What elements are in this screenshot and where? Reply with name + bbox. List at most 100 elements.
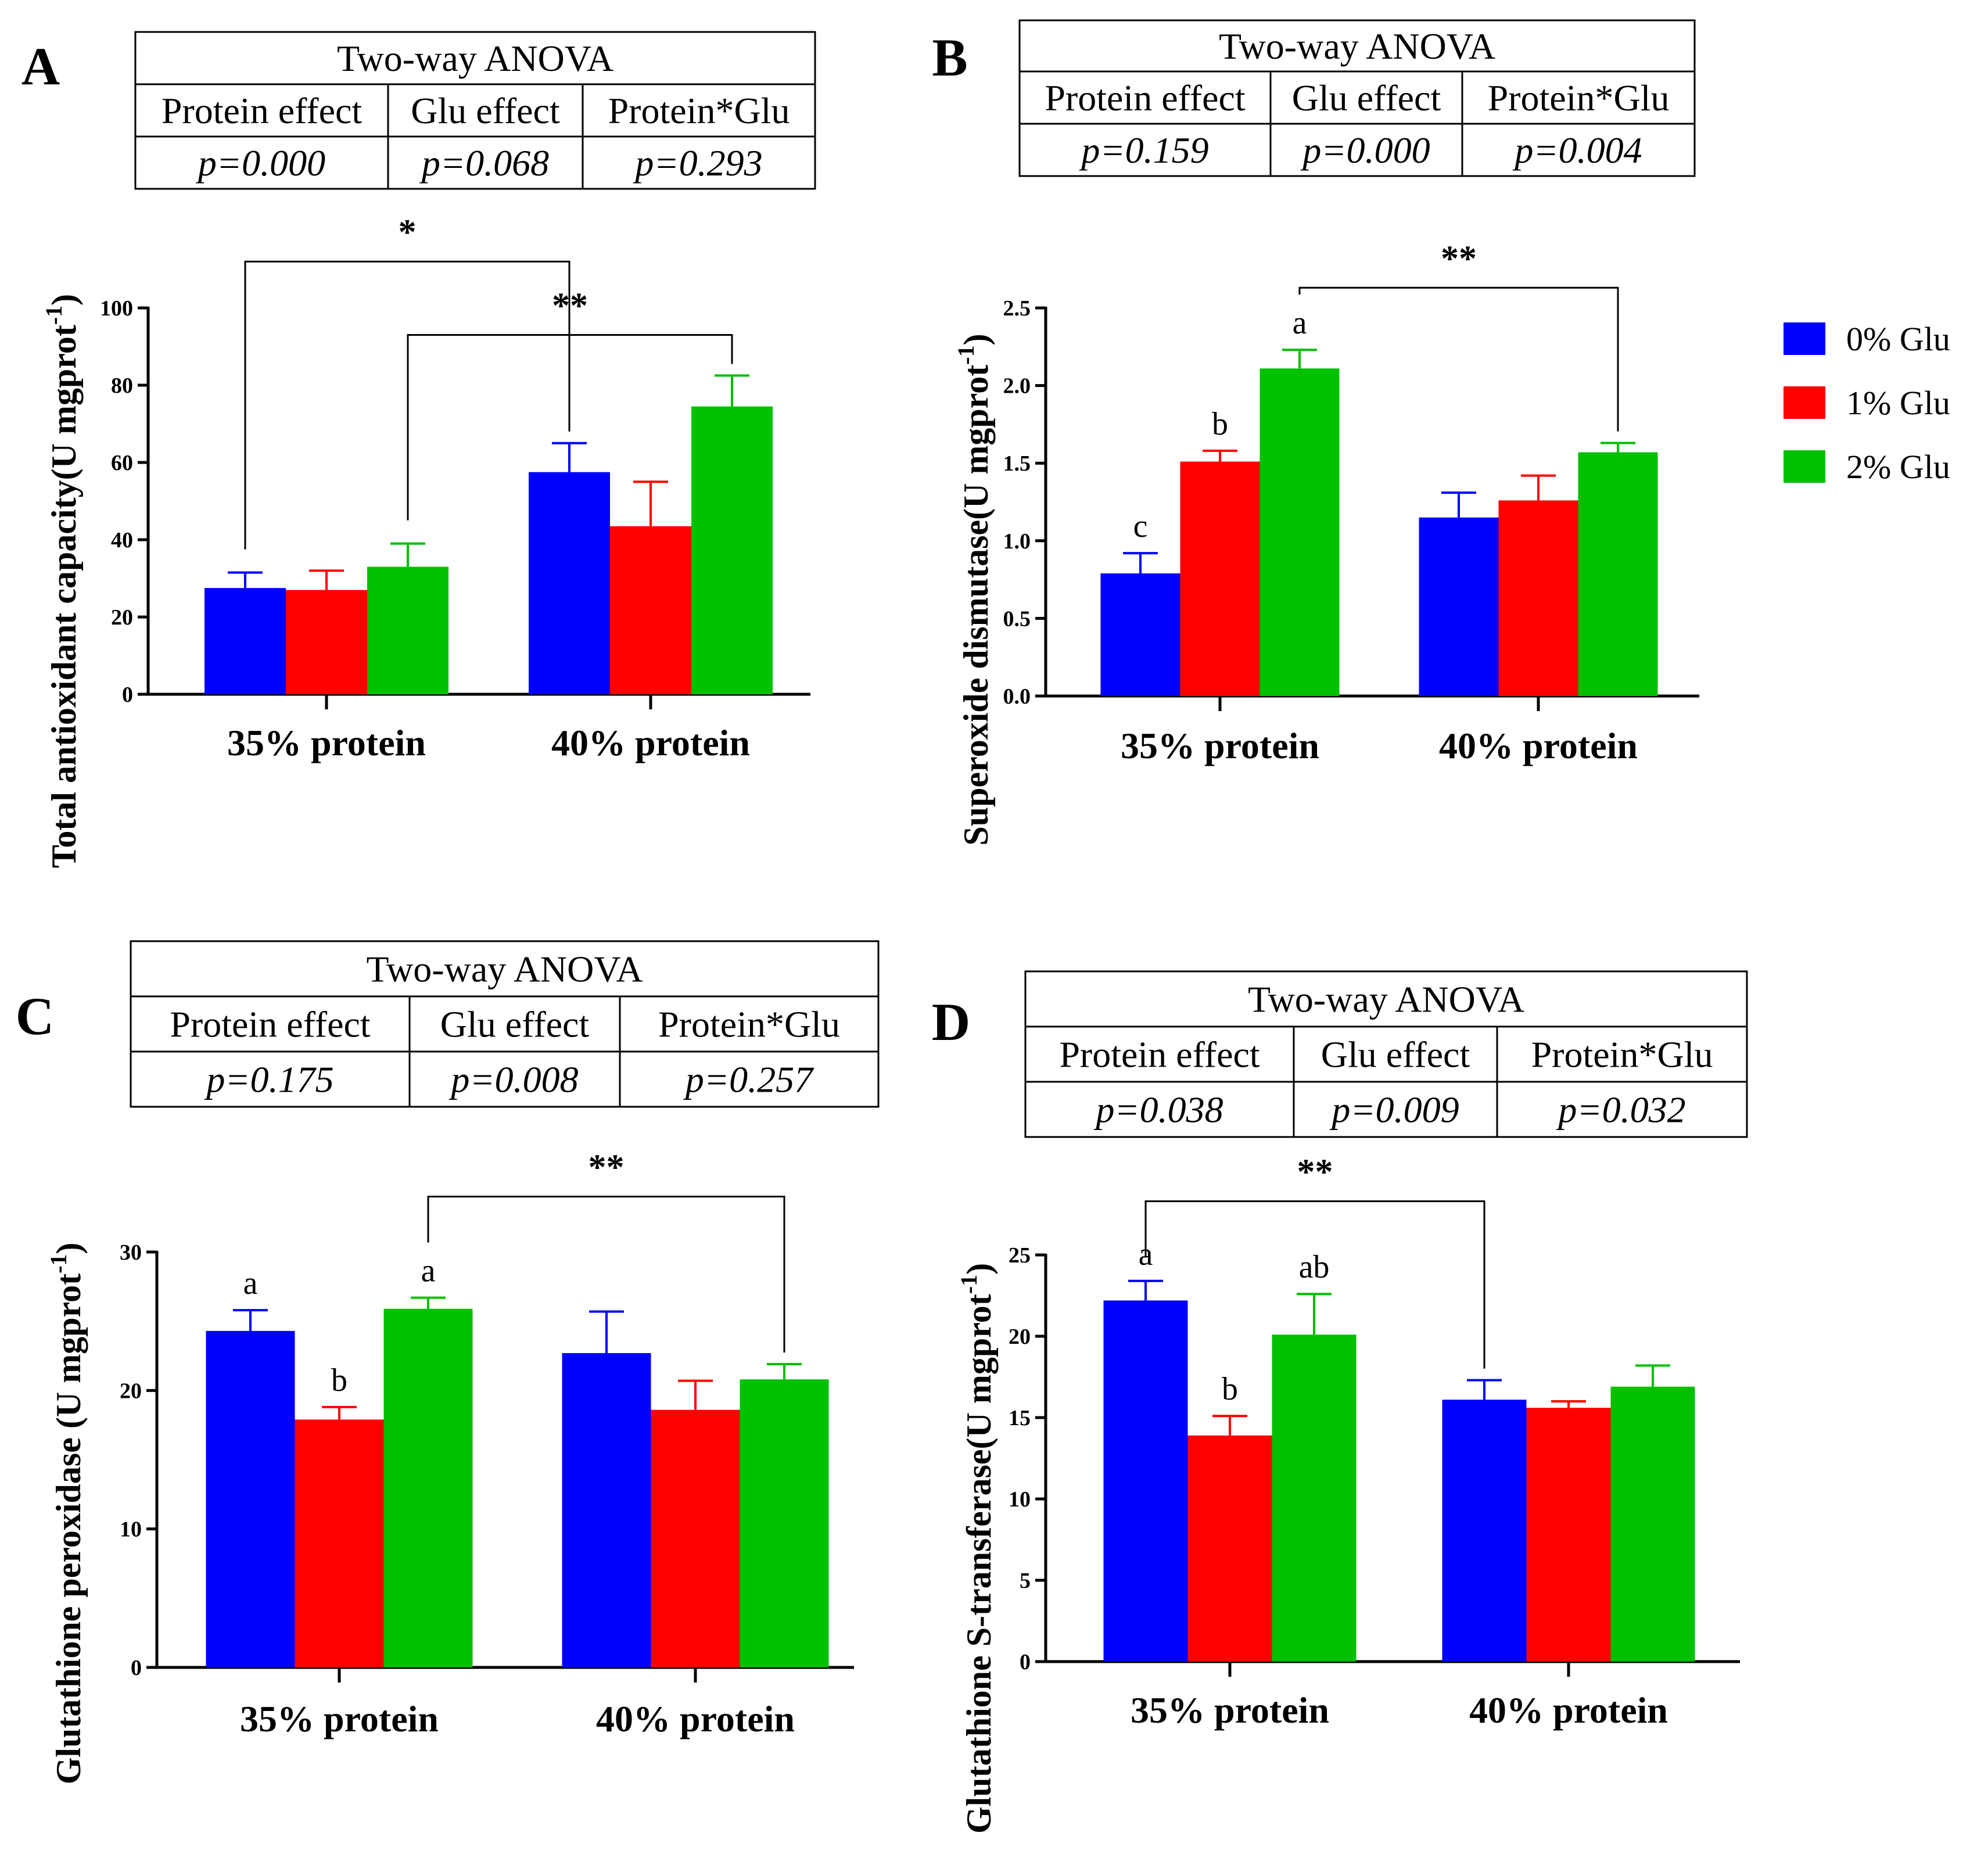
anova-header: Protein*Glu	[1488, 77, 1670, 119]
anova-p-value: p=0.000	[196, 142, 325, 184]
panel-d: D Two-way ANOVA Protein effect p=0.038 Glu e…	[932, 970, 1748, 1834]
bar-2glu	[383, 1308, 473, 1667]
bar-0glu	[1442, 1400, 1527, 1662]
y-axis-label-superscript: -1	[41, 306, 67, 325]
anova-p-value: p=0.068	[419, 142, 549, 184]
legend-item: 0% Glu	[1784, 320, 1950, 358]
anova-p-value: p=0.008	[448, 1059, 578, 1100]
y-tick-label: 0.5	[1003, 607, 1031, 631]
y-tick-label: 5	[1020, 1569, 1031, 1593]
y-tick-label: 20	[1009, 1325, 1031, 1349]
anova-p-value: p=0.032	[1556, 1089, 1685, 1131]
anova-table: Two-way ANOVA Protein effect p=0.000 Glu ef…	[134, 31, 816, 190]
bar-1glu	[1187, 1435, 1272, 1662]
y-tick-label: 2.0	[1003, 374, 1031, 399]
legend-label: 2% Glu	[1846, 448, 1950, 486]
anova-title: Two-way ANOVA	[1248, 979, 1524, 1020]
legend-label: 1% Glu	[1846, 384, 1950, 422]
anova-header: Protein*Glu	[658, 1004, 840, 1045]
y-tick-label: 2.5	[1003, 296, 1031, 321]
panel-letter: B	[932, 28, 967, 87]
y-tick-label: 40	[111, 528, 133, 553]
anova-p-value: p=0.038	[1093, 1089, 1223, 1131]
significance-letter: a	[421, 1253, 436, 1289]
anova-header: Protein effect	[162, 90, 363, 131]
bar-2glu	[740, 1379, 829, 1667]
anova-header: Glu effect	[411, 90, 560, 131]
bar-1glu	[1180, 461, 1260, 696]
y-tick-label: 20	[120, 1379, 142, 1403]
anova-header: Protein effect	[1059, 1034, 1260, 1075]
panel-letter: D	[932, 992, 970, 1052]
anova-title: Two-way ANOVA	[366, 949, 643, 990]
x-category-label: 35% protein	[1121, 725, 1319, 766]
significance-letter: b	[331, 1362, 347, 1398]
plot-area: 0 10 20 30 35% protein a b a 40% protein **	[120, 1148, 854, 1739]
y-axis-label-text: Glutathione S-transferase(U mgprot	[960, 1294, 998, 1834]
y-tick-label: 30	[120, 1240, 142, 1265]
bar-0glu	[1419, 517, 1499, 696]
significance-letter: c	[1133, 508, 1148, 544]
y-tick-label: 60	[111, 451, 133, 475]
legend-swatch	[1784, 322, 1825, 355]
legend-item: 1% Glu	[1784, 384, 1950, 422]
y-tick-label: 0	[1020, 1650, 1031, 1674]
x-category-label: 35% protein	[240, 1698, 439, 1739]
panel-c: C Two-way ANOVA Protein effect p=0.175 Glu e…	[16, 940, 880, 1784]
y-axis-label-close: )	[49, 1243, 88, 1254]
bar-2glu	[1578, 452, 1658, 696]
bar-0glu	[1103, 1300, 1188, 1662]
bar-1glu	[286, 590, 367, 694]
legend-swatch	[1784, 450, 1825, 483]
significance-letter: ab	[1299, 1249, 1330, 1285]
anova-p-value: p=0.009	[1329, 1089, 1459, 1131]
panel-letter: A	[21, 37, 60, 96]
y-tick-label: 0.0	[1003, 684, 1031, 709]
significance-letter: a	[1293, 305, 1307, 341]
bar-0glu	[1100, 573, 1180, 696]
anova-table-border	[1024, 970, 1748, 1138]
anova-table-border	[130, 940, 880, 1108]
y-tick-label: 20	[111, 605, 133, 630]
y-axis-label: Superoxide dismutase(U mgprot-1)	[953, 333, 995, 845]
legend-label: 0% Glu	[1846, 320, 1950, 358]
y-tick-label: 15	[1009, 1406, 1031, 1430]
y-axis-label-superscript: -1	[45, 1254, 71, 1274]
anova-table-border	[134, 31, 816, 190]
plot-area: 0.0 0.5 1.0 1.5 2.0 2.5 35% protein c b a 40% prot…	[1003, 239, 1699, 766]
anova-title: Two-way ANOVA	[1219, 26, 1495, 67]
bar-2glu	[1610, 1386, 1695, 1662]
panel-a: A Two-way ANOVA Protein effect p=0.000 Glu e…	[21, 31, 816, 868]
y-axis-label-superscript: -1	[956, 1275, 982, 1294]
y-tick-label: 0	[122, 683, 133, 707]
bar-2glu	[1259, 368, 1340, 696]
bar-0glu	[206, 1330, 295, 1667]
comparison-stars: **	[1297, 1153, 1333, 1192]
x-category-label: 40% protein	[596, 1698, 795, 1739]
bar-1glu	[610, 526, 691, 694]
x-category-label: 40% protein	[1469, 1689, 1668, 1731]
anova-p-value: p=0.175	[204, 1059, 333, 1100]
bar-1glu	[1526, 1408, 1611, 1662]
anova-header: Protein effect	[170, 1004, 371, 1045]
y-axis-label: Glutathione S-transferase(U mgprot-1)	[956, 1263, 998, 1834]
legend-swatch	[1784, 386, 1825, 419]
y-axis-label-superscript: -1	[953, 345, 979, 364]
y-tick-label: 100	[100, 296, 133, 321]
bar-0glu	[204, 588, 286, 694]
anova-header: Protein*Glu	[1531, 1034, 1713, 1075]
bar-0glu	[529, 472, 610, 694]
comparison-stars: **	[1441, 239, 1477, 278]
panel-letter: C	[16, 987, 54, 1046]
y-tick-label: 1.5	[1003, 451, 1031, 476]
bar-1glu	[651, 1409, 740, 1667]
y-tick-label: 10	[120, 1518, 142, 1542]
y-tick-label: 80	[111, 374, 133, 398]
bar-2glu	[367, 566, 448, 694]
y-axis-label-close: )	[45, 294, 83, 306]
anova-header: Glu effect	[440, 1004, 590, 1045]
bar-2glu	[1272, 1335, 1357, 1662]
y-axis-label-text: Superoxide dismutase(U mgprot	[957, 365, 995, 846]
